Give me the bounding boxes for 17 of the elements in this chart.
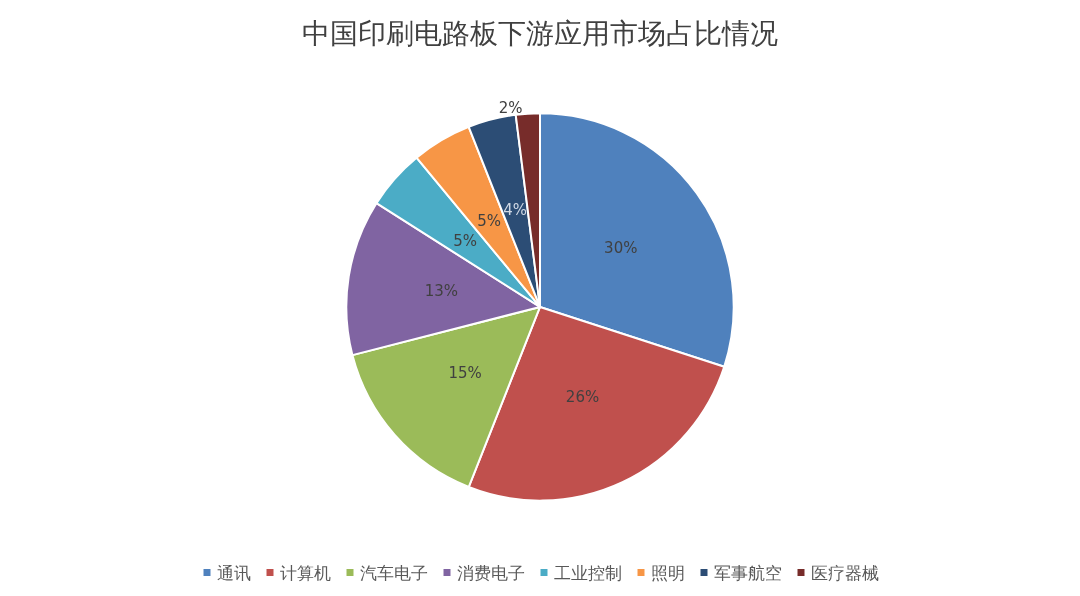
data-label: 26% bbox=[565, 388, 600, 407]
data-label: 4% bbox=[503, 201, 528, 220]
legend-label: 消费电子 bbox=[456, 562, 525, 583]
data-label: 30% bbox=[604, 239, 638, 258]
chart-title: 中国印刷电路板下游应用市场占比情况 bbox=[302, 16, 778, 50]
legend-label: 汽车电子 bbox=[359, 562, 428, 583]
legend-label: 军事航空 bbox=[713, 562, 782, 583]
legend-label: 工业控制 bbox=[553, 562, 622, 583]
legend-label: 医疗器械 bbox=[810, 562, 879, 583]
data-label: 5% bbox=[453, 231, 477, 250]
legend-label: 通讯 bbox=[216, 562, 251, 583]
data-label: 15% bbox=[448, 363, 482, 382]
legend-label: 照明 bbox=[650, 562, 685, 583]
legend-label: 计算机 bbox=[279, 562, 331, 583]
data-label: 5% bbox=[477, 211, 502, 230]
data-label: 2% bbox=[498, 98, 523, 117]
data-label: 13% bbox=[424, 282, 459, 301]
